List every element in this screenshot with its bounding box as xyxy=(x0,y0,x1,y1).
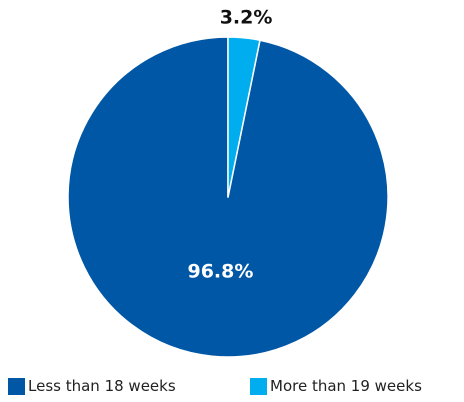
data-label-more-than-19-weeks: 3.2% xyxy=(220,6,273,28)
legend-item-more-than-19-weeks: More than 19 weeks xyxy=(250,375,422,397)
pie-slice-more-than-19-weeks xyxy=(227,36,261,198)
data-label-less-than-18-weeks: 96.8% xyxy=(187,260,253,282)
legend-label-less-than-18-weeks: Less than 18 weeks xyxy=(28,377,176,395)
legend-label-more-than-19-weeks: More than 19 weeks xyxy=(270,377,422,395)
legend-item-less-than-18-weeks: Less than 18 weeks xyxy=(8,375,176,397)
legend-swatch-more-than-19-weeks xyxy=(250,377,267,395)
legend: Less than 18 weeks More than 19 weeks xyxy=(8,375,464,397)
legend-swatch-less-than-18-weeks xyxy=(8,377,25,395)
